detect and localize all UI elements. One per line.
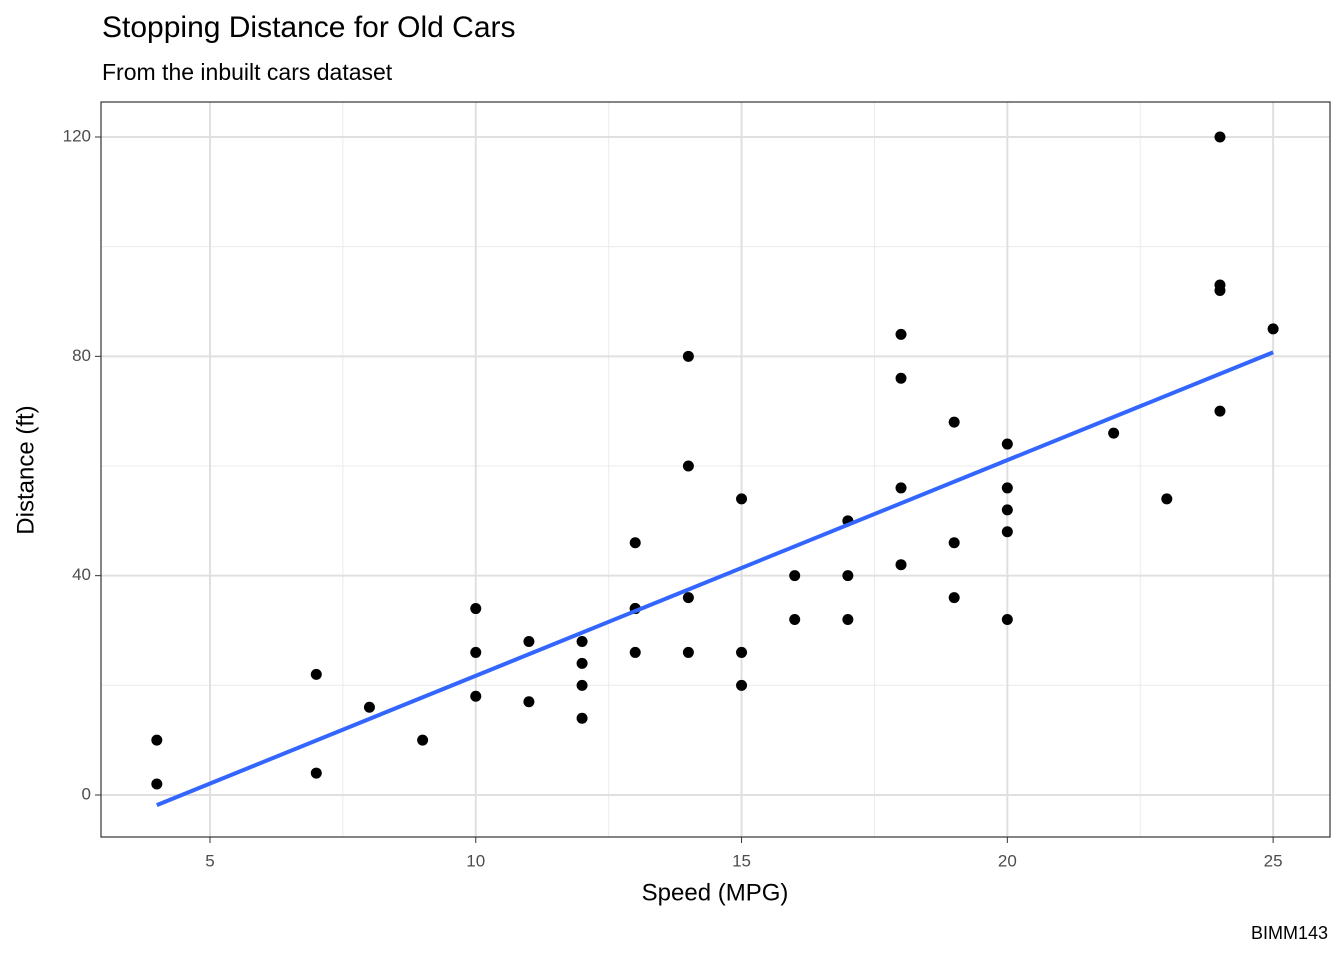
point [842,614,854,626]
point [895,372,907,384]
point [1267,323,1279,335]
point [576,712,588,724]
x-tick-label: 5 [205,851,214,870]
point [895,482,907,494]
point [470,603,482,615]
point [1001,614,1013,626]
point [629,646,641,658]
point [576,657,588,669]
point [789,570,801,582]
caption: BIMM143 [1251,923,1328,943]
point [1108,427,1120,439]
point [682,646,694,658]
point [895,559,907,571]
y-tick-label: 40 [72,565,91,584]
point [682,592,694,604]
point [523,696,535,708]
point [1214,405,1226,417]
chart-title: Stopping Distance for Old Cars [102,11,516,44]
y-tick-label: 0 [82,784,91,803]
x-axis-title: Speed (MPG) [642,879,789,906]
point [523,635,535,647]
x-tick-label: 15 [732,851,751,870]
point [310,767,322,779]
point [1001,526,1013,538]
point [576,635,588,647]
trend-line [156,350,1274,807]
point [682,460,694,472]
point [1161,493,1173,505]
point [736,679,748,691]
point [682,350,694,362]
point [310,668,322,680]
point [417,734,429,746]
point [576,679,588,691]
point [470,690,482,702]
point [948,537,960,549]
panel-border [100,101,1331,838]
x-tick-label: 20 [998,851,1017,870]
point [1001,438,1013,450]
point [1001,482,1013,494]
point [1001,504,1013,516]
point [789,614,801,626]
x-tick-label: 25 [1264,851,1283,870]
y-axis-title: Distance (ft) [12,405,39,534]
point [1214,279,1226,291]
point [629,537,641,549]
point [363,701,375,713]
point [736,646,748,658]
x-tick-label: 10 [466,851,485,870]
y-tick-label: 120 [63,126,91,145]
point [151,778,163,790]
y-tick-label: 80 [72,346,91,365]
point [948,592,960,604]
point [895,328,907,340]
point [1214,131,1226,143]
point [470,646,482,658]
point [736,493,748,505]
chart-subtitle: From the inbuilt cars dataset [102,59,393,85]
point [948,416,960,428]
point [151,734,163,746]
point [842,570,854,582]
